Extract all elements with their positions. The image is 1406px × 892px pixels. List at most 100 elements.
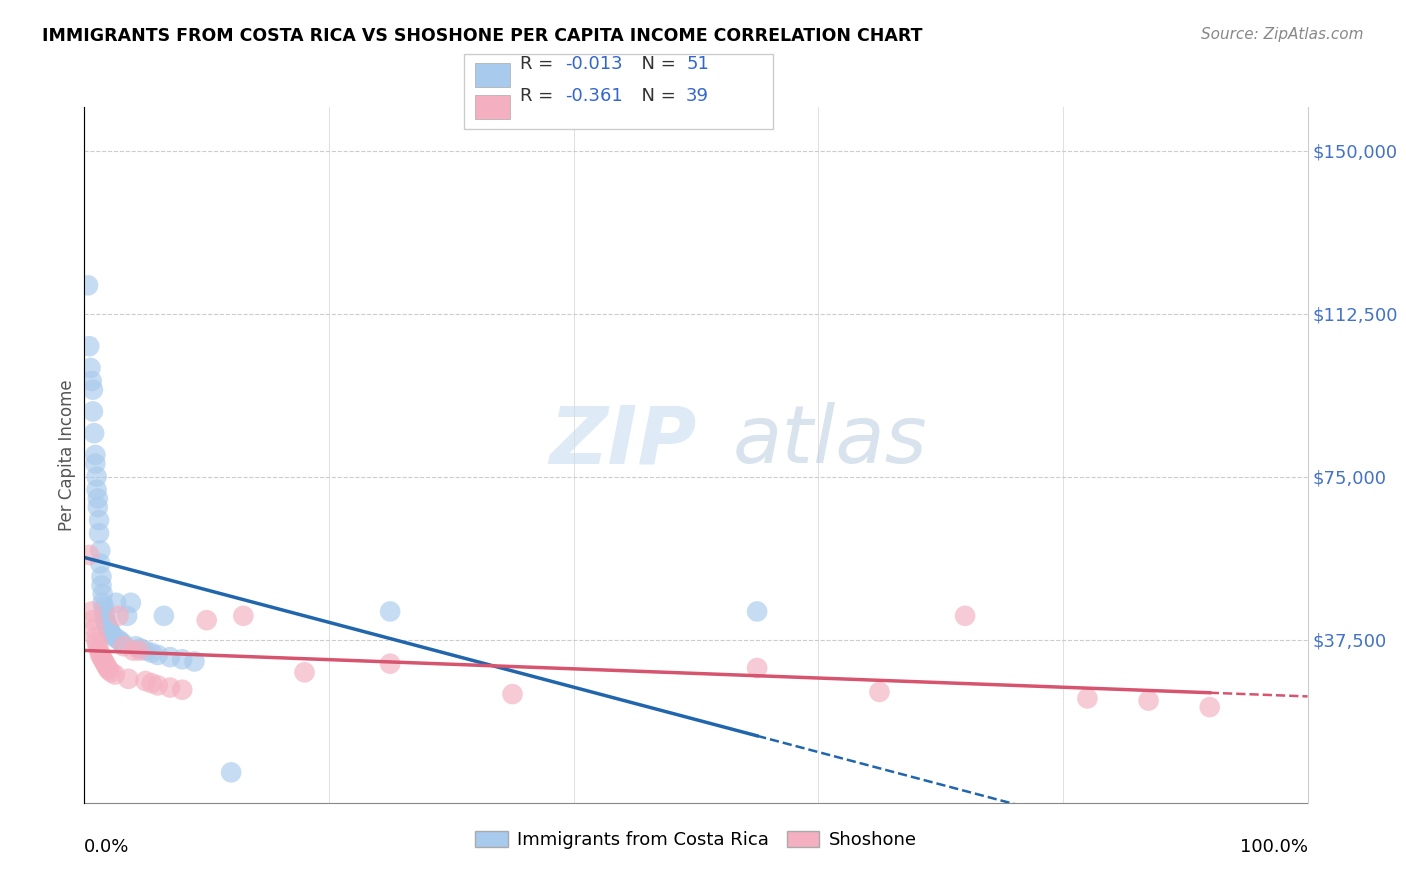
Point — [135, 674, 157, 689]
Point — [219, 765, 242, 780]
Point — [96, 617, 118, 632]
Point — [117, 672, 139, 686]
Point — [172, 652, 194, 666]
Point — [89, 648, 111, 662]
Text: 39: 39 — [686, 87, 709, 105]
Point — [122, 643, 145, 657]
Point — [82, 383, 104, 397]
Point — [94, 657, 117, 671]
Point — [93, 605, 115, 619]
Point — [87, 639, 110, 653]
Point — [110, 635, 132, 649]
Point — [87, 526, 110, 541]
Point — [380, 657, 402, 671]
Point — [94, 613, 117, 627]
Point — [86, 483, 108, 497]
Point — [83, 622, 105, 636]
Point — [146, 678, 169, 692]
Point — [128, 643, 150, 657]
Text: R =: R = — [520, 87, 560, 105]
Point — [83, 426, 105, 441]
Point — [232, 608, 254, 623]
Point — [153, 608, 176, 623]
Point — [1198, 700, 1220, 714]
Point — [97, 663, 120, 677]
Point — [86, 469, 108, 483]
Point — [79, 360, 101, 375]
Point — [195, 613, 218, 627]
Point — [107, 632, 129, 647]
Point — [135, 643, 157, 657]
Point — [84, 631, 107, 645]
Point — [86, 635, 108, 649]
Text: 0.0%: 0.0% — [84, 838, 129, 855]
Text: R =: R = — [520, 55, 560, 73]
Text: IMMIGRANTS FROM COSTA RICA VS SHOSHONE PER CAPITA INCOME CORRELATION CHART: IMMIGRANTS FROM COSTA RICA VS SHOSHONE P… — [42, 27, 922, 45]
Text: Source: ZipAtlas.com: Source: ZipAtlas.com — [1201, 27, 1364, 42]
Point — [100, 626, 122, 640]
Point — [77, 548, 100, 562]
Point — [80, 605, 103, 619]
Point — [294, 665, 316, 680]
Text: 51: 51 — [686, 55, 709, 73]
Point — [77, 339, 100, 353]
Point — [84, 448, 107, 462]
Point — [112, 637, 135, 651]
Point — [1076, 691, 1098, 706]
Point — [97, 661, 120, 675]
Point — [1137, 693, 1160, 707]
Point — [115, 608, 138, 623]
Point — [869, 685, 891, 699]
Point — [90, 570, 112, 584]
Point — [953, 608, 976, 623]
Point — [93, 655, 115, 669]
Point — [104, 631, 127, 645]
Point — [159, 681, 181, 695]
Point — [125, 639, 148, 653]
Point — [141, 646, 163, 660]
Text: 100.0%: 100.0% — [1240, 838, 1308, 855]
Text: atlas: atlas — [733, 402, 928, 480]
Point — [104, 667, 127, 681]
Point — [107, 608, 129, 623]
Point — [84, 457, 107, 471]
Point — [89, 543, 111, 558]
Point — [105, 596, 128, 610]
Point — [87, 500, 110, 514]
Point — [98, 624, 121, 638]
Point — [380, 605, 402, 619]
Point — [91, 587, 114, 601]
Point — [80, 374, 103, 388]
Text: N =: N = — [630, 55, 682, 73]
Point — [90, 650, 112, 665]
Point — [172, 682, 194, 697]
Point — [112, 639, 135, 653]
Point — [100, 665, 122, 680]
Point — [87, 491, 110, 506]
Legend: Immigrants from Costa Rica, Shoshone: Immigrants from Costa Rica, Shoshone — [468, 823, 924, 856]
Point — [747, 661, 769, 675]
Point — [82, 613, 104, 627]
Point — [141, 676, 163, 690]
Point — [97, 622, 120, 636]
Point — [77, 278, 100, 293]
Y-axis label: Per Capita Income: Per Capita Income — [58, 379, 76, 531]
Point — [183, 655, 205, 669]
Point — [87, 513, 110, 527]
Point — [120, 596, 142, 610]
Point — [502, 687, 524, 701]
Point — [96, 658, 118, 673]
Point — [129, 641, 152, 656]
Point — [94, 608, 117, 623]
Text: ZIP: ZIP — [550, 402, 696, 480]
Point — [101, 628, 124, 642]
Point — [93, 600, 115, 615]
Point — [90, 578, 112, 592]
Point — [146, 648, 169, 662]
Point — [89, 557, 111, 571]
Point — [87, 643, 110, 657]
Point — [91, 652, 114, 666]
Point — [159, 650, 181, 665]
Text: N =: N = — [630, 87, 682, 105]
Text: -0.361: -0.361 — [565, 87, 623, 105]
